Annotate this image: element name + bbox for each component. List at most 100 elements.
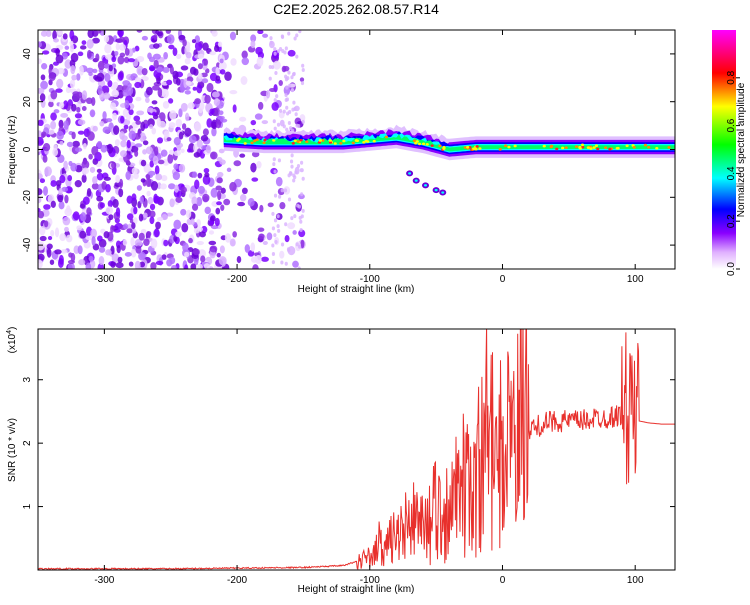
noise-blob xyxy=(123,56,130,64)
noise-blob xyxy=(176,53,182,60)
noise-blob xyxy=(256,161,262,169)
noise-blob xyxy=(76,225,83,231)
noise-blob xyxy=(203,263,211,269)
noise-blob xyxy=(150,180,159,191)
figure-title: C2E2.2025.262.08.57.R14 xyxy=(273,1,439,17)
noise-blob xyxy=(117,256,123,263)
signal-hotspot xyxy=(364,139,368,143)
snr-xlabel: Height of straight line (km) xyxy=(298,584,415,595)
streak-core xyxy=(441,191,445,194)
noise-blob xyxy=(292,230,297,235)
noise-blob xyxy=(202,174,211,185)
noise-blob xyxy=(180,65,189,71)
noise-blob xyxy=(128,130,137,140)
noise-blob xyxy=(180,208,187,216)
noise-blob xyxy=(171,264,177,269)
noise-blob xyxy=(284,222,288,227)
noise-blob xyxy=(66,141,74,148)
snr-series-line xyxy=(38,329,675,570)
signal-hotspot xyxy=(608,147,612,151)
noise-blob xyxy=(155,221,161,230)
signal-hotspot xyxy=(253,139,257,143)
noise-blob xyxy=(300,81,305,86)
noise-blob xyxy=(287,31,291,36)
noise-blob xyxy=(237,201,246,207)
noise-blob xyxy=(290,216,294,221)
noise-blob xyxy=(168,98,174,104)
noise-blob xyxy=(125,171,131,180)
noise-blob xyxy=(283,50,287,55)
noise-blob xyxy=(73,245,80,254)
noise-blob xyxy=(290,75,294,80)
noise-blob xyxy=(208,220,215,225)
noise-blob xyxy=(81,160,90,170)
noise-blob xyxy=(301,176,305,181)
noise-blob xyxy=(85,97,93,105)
noise-blob xyxy=(140,178,146,183)
noise-blob xyxy=(115,42,120,51)
noise-blob xyxy=(140,121,146,132)
noise-blob xyxy=(49,259,55,265)
noise-blob xyxy=(202,42,209,51)
noise-blob xyxy=(194,179,200,190)
noise-blob xyxy=(214,45,220,52)
noise-blob xyxy=(282,65,290,72)
noise-blob xyxy=(166,137,172,142)
noise-blob xyxy=(60,249,68,254)
signal-hotspot xyxy=(263,138,267,142)
signal-hotspot xyxy=(594,144,599,148)
snr-xtick-label: 0 xyxy=(500,575,506,586)
spectrogram-xtick-label: 100 xyxy=(627,274,644,285)
noise-blob xyxy=(74,147,83,152)
noise-blob xyxy=(301,63,305,68)
noise-blob xyxy=(38,58,42,65)
noise-blob xyxy=(269,36,273,41)
signal-hotspot xyxy=(578,146,582,150)
noise-blob xyxy=(135,96,142,102)
noise-blob xyxy=(145,146,153,155)
noise-blob xyxy=(46,243,53,250)
noise-blob xyxy=(215,185,222,191)
signal-hotspot xyxy=(305,140,309,143)
noise-blob xyxy=(111,89,120,98)
noise-blob xyxy=(251,177,259,182)
noise-blob xyxy=(215,67,220,76)
noise-blob xyxy=(300,239,305,249)
noise-blob xyxy=(71,74,77,81)
noise-blob xyxy=(278,108,283,113)
noise-blob xyxy=(70,162,78,172)
noise-blob xyxy=(142,149,147,155)
signal-hotspot xyxy=(463,146,467,149)
noise-blob xyxy=(67,175,73,182)
spectrogram-ytick-label: -40 xyxy=(22,237,33,252)
signal-hotspot xyxy=(647,146,651,149)
noise-blob xyxy=(167,153,174,164)
noise-blob xyxy=(108,214,114,221)
signal-hotspot xyxy=(507,145,511,149)
noise-blob xyxy=(291,72,296,77)
noise-blob xyxy=(173,137,181,146)
noise-blob xyxy=(185,80,192,86)
noise-blob xyxy=(279,250,285,259)
streak-core xyxy=(434,188,438,192)
noise-blob xyxy=(112,112,118,121)
noise-blob xyxy=(287,70,291,75)
noise-blob xyxy=(184,127,192,137)
noise-blob xyxy=(147,52,152,60)
noise-blob xyxy=(139,261,146,268)
noise-blob xyxy=(247,197,255,207)
colorbar-gradient xyxy=(712,30,736,269)
noise-blob xyxy=(48,101,54,108)
noise-blob xyxy=(112,198,119,208)
noise-blob xyxy=(149,124,154,129)
noise-blob xyxy=(178,163,186,173)
noise-blob xyxy=(186,148,192,153)
noise-blob xyxy=(149,216,155,225)
noise-blob xyxy=(268,76,272,81)
noise-blob xyxy=(50,200,56,208)
noise-blob xyxy=(63,120,69,130)
signal-hotspot xyxy=(589,147,593,150)
noise-blob xyxy=(295,54,299,59)
noise-blob xyxy=(152,155,159,166)
noise-blob xyxy=(104,73,111,82)
